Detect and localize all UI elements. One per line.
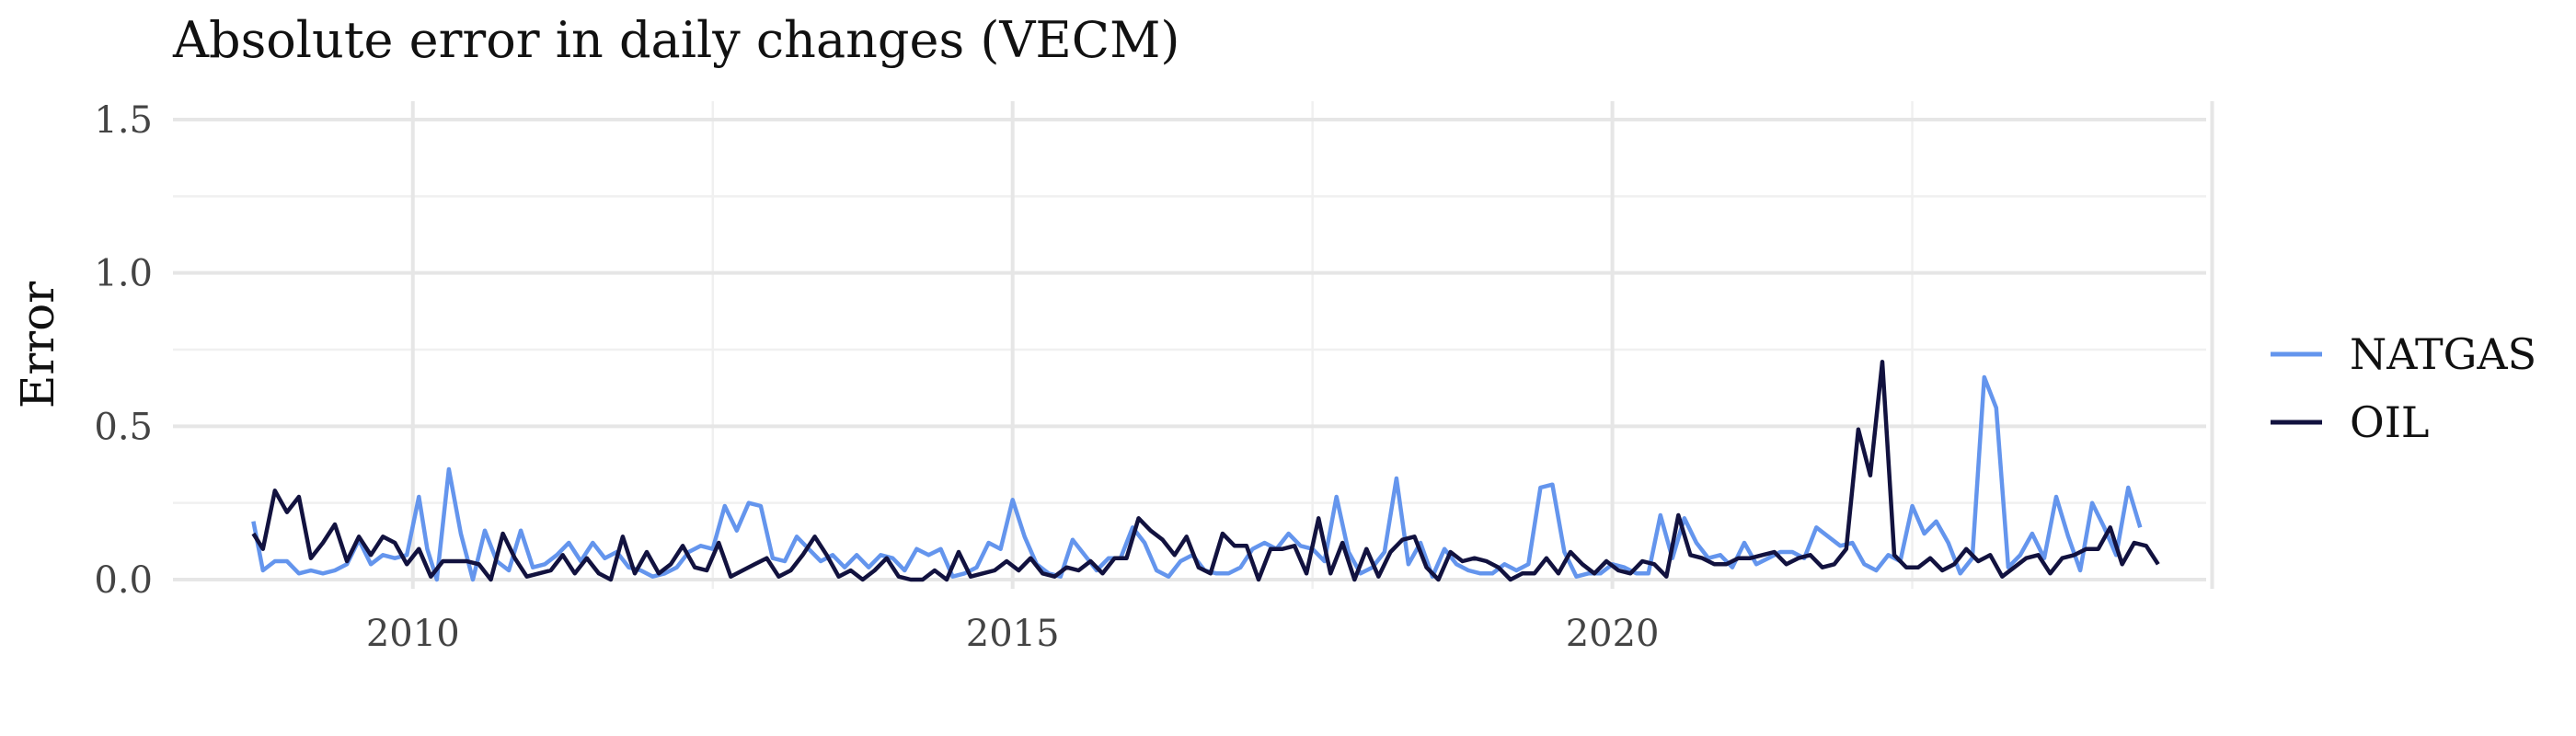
- y-tick-label: 0.0: [94, 559, 153, 602]
- series-layer: [251, 360, 2160, 582]
- series-line-oil: [251, 360, 2160, 582]
- y-tick-labels: 0.0 0.5 1.0 1.5: [94, 99, 153, 602]
- legend-label-natgas: NATGAS: [2350, 329, 2536, 379]
- grid-layer: [173, 101, 2214, 589]
- x-tick-label: 2010: [366, 613, 460, 655]
- y-tick-label: 0.5: [94, 406, 153, 448]
- series-line-natgas: [251, 374, 2143, 582]
- x-tick-label: 2020: [1566, 613, 1660, 655]
- chart-title: Absolute error in daily changes (VECM): [172, 11, 1179, 69]
- x-tick-label: 2015: [966, 613, 1060, 655]
- y-tick-label: 1.5: [94, 99, 153, 142]
- x-tick-labels: 2010 2015 2020: [366, 613, 1660, 655]
- y-axis-label: Error: [11, 282, 64, 408]
- legend: NATGAS OIL: [2271, 329, 2536, 447]
- legend-label-oil: OIL: [2350, 397, 2429, 447]
- y-tick-label: 1.0: [94, 253, 153, 295]
